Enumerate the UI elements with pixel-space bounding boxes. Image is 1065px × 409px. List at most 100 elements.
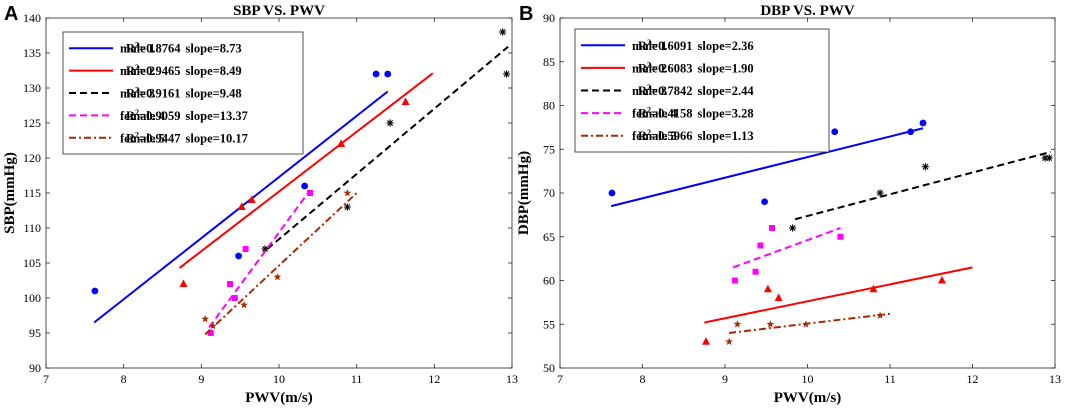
- legend-series-name: female 5: [120, 131, 165, 145]
- y-tick-label: 55: [543, 317, 555, 331]
- series-male-2: [702, 266, 973, 345]
- y-tick-label: 120: [23, 151, 41, 165]
- x-tick-label: 9: [198, 372, 204, 386]
- data-point: [919, 119, 927, 127]
- x-tick-label: 10: [273, 372, 285, 386]
- x-tick-label: 8: [121, 372, 127, 386]
- data-point: [401, 97, 410, 105]
- y-tick-label: 140: [23, 11, 41, 25]
- y-tick-label: 70: [543, 186, 555, 200]
- panel-a: A SBP VS. PWV 7 8 9 10 11 12 13 90 95 100 105 110 115 1…: [2, 3, 518, 406]
- y-tick-label: 95: [29, 326, 41, 340]
- data-point: [242, 246, 249, 252]
- legend-slope: slope=1.13: [698, 129, 754, 143]
- legend-series-name: female 4: [120, 109, 166, 123]
- data-point: [831, 128, 839, 136]
- legend-slope: slope=2.36: [698, 39, 754, 53]
- data-point: [343, 203, 351, 211]
- y-tick-label: 100: [23, 291, 41, 305]
- data-point: [763, 284, 772, 293]
- x-tick-label: 11: [884, 372, 896, 386]
- x-tick-label: 13: [1049, 372, 1061, 386]
- y-tick-label: 60: [543, 274, 555, 288]
- data-point: [343, 189, 352, 197]
- legend-r2: R2=0.8764: [126, 41, 181, 56]
- data-point: [273, 273, 282, 281]
- data-point: [227, 281, 234, 287]
- data-point: [837, 233, 844, 240]
- data-point: [247, 195, 256, 203]
- data-point: [240, 301, 248, 309]
- y-axis-label: SBP(mmHg): [2, 152, 18, 234]
- x-tick-label: 10: [802, 372, 814, 386]
- legend: male 1R2=0.8764 slope=8.73 male 2R2=0.9465…: [62, 31, 304, 155]
- data-point: [608, 189, 616, 197]
- series-female-5: [201, 189, 358, 336]
- y-tick-label: 75: [543, 142, 555, 156]
- fit-line: [266, 45, 509, 250]
- fit-line: [729, 312, 891, 334]
- y-tick-label: 125: [23, 116, 41, 130]
- x-axis-label: PWV(m/s): [245, 390, 313, 406]
- data-point: [307, 190, 314, 196]
- panel-b: B DBP VS. PWV 7 8 9 10 11 12 13 50 55 60 65 70 75 80 85 9…: [516, 3, 1061, 406]
- x-tick-label: 13: [506, 372, 518, 386]
- legend-slope: slope=1.90: [698, 61, 754, 75]
- series-female-4: [731, 225, 844, 284]
- y-tick-label: 135: [23, 46, 41, 60]
- y-tick-label: 90: [543, 11, 555, 25]
- legend-slope: slope=9.48: [186, 87, 242, 101]
- data-point: [752, 268, 759, 275]
- fit-line: [208, 189, 311, 328]
- data-point: [774, 293, 783, 301]
- data-point: [702, 337, 711, 345]
- legend-series-name: female 4: [632, 107, 678, 121]
- legend-series-name: male 3: [120, 87, 155, 101]
- data-point: [235, 252, 243, 260]
- data-point: [725, 337, 733, 345]
- legend-slope: slope=8.49: [186, 64, 242, 78]
- y-tick-label: 105: [23, 256, 41, 270]
- data-point: [802, 320, 810, 328]
- data-point: [301, 182, 309, 190]
- chart-title: DBP VS. PWV: [760, 3, 854, 19]
- x-tick-label: 7: [43, 372, 49, 386]
- legend-r2: R2=0.9465: [126, 63, 181, 78]
- data-point: [372, 70, 380, 78]
- legend-series-name: male 1: [632, 39, 667, 53]
- data-point: [386, 119, 394, 127]
- x-tick-label: 12: [967, 372, 979, 386]
- data-point: [766, 320, 775, 328]
- y-tick-label: 90: [29, 361, 41, 375]
- fit-line: [794, 150, 1052, 221]
- legend-r2: R2=0.7842: [638, 83, 693, 98]
- y-tick-label: 65: [543, 230, 555, 244]
- x-tick-label: 8: [640, 372, 646, 386]
- data-point: [769, 225, 776, 231]
- data-point: [789, 224, 797, 232]
- data-point: [261, 245, 269, 253]
- fit-line: [732, 227, 841, 269]
- series-male-3: [261, 28, 511, 253]
- series-male-3: [789, 150, 1053, 232]
- data-point: [237, 202, 246, 210]
- legend-r2: R2=0.9447: [126, 130, 181, 145]
- panel-label: A: [4, 3, 18, 25]
- data-point: [502, 70, 511, 78]
- data-point: [757, 242, 764, 249]
- x-tick-label: 12: [428, 372, 440, 386]
- series-male-2: [178, 72, 434, 287]
- x-axis-label: PWV(m/s): [774, 390, 842, 406]
- legend-series-name: male 2: [632, 61, 667, 75]
- data-point: [231, 295, 238, 301]
- x-tick-label: 9: [722, 372, 728, 386]
- legend-slope: slope=3.28: [698, 107, 754, 121]
- legend-series-name: female 5: [632, 129, 677, 143]
- series-male-1: [608, 119, 927, 208]
- legend-r2: R2=0.6091: [638, 38, 693, 53]
- legend-r2: R2=0.9161: [126, 86, 181, 101]
- legend-box: [62, 31, 304, 155]
- legend-r2: R2=0.5966: [638, 128, 693, 143]
- y-tick-label: 50: [543, 361, 555, 375]
- legend-slope: slope=13.37: [186, 109, 248, 123]
